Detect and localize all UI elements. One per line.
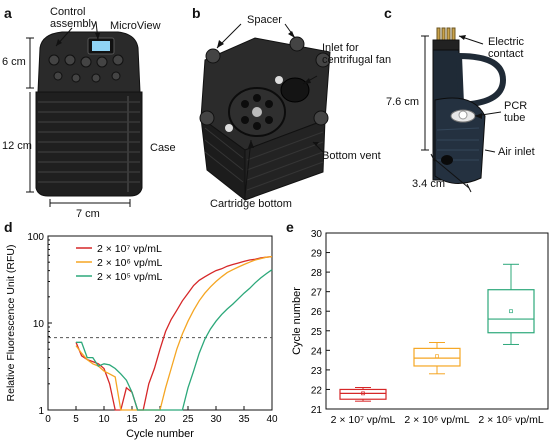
label-dim-6cm: 6 cm — [2, 56, 26, 68]
y-tick-label-e: 27 — [311, 288, 323, 299]
y-tick-label-e: 29 — [311, 249, 323, 260]
x-tick-label-d: 0 — [45, 414, 51, 425]
y-axis-label-e: Cycle number — [291, 287, 303, 355]
x-axis-label-d: Cycle number — [126, 428, 194, 440]
series-line-3 — [76, 269, 273, 411]
label-dim-7-6cm: 7.6 cm — [386, 96, 420, 108]
x-tick-label-d: 10 — [98, 414, 110, 425]
y-axis-label-d: Relative Fluorescence Unit (RFU) — [5, 245, 17, 402]
y-tick-label-e: 28 — [311, 268, 323, 279]
label-cartridge-bottom: Cartridge bottom — [210, 198, 292, 210]
device-case-illustration — [26, 21, 143, 207]
series-line-1 — [75, 255, 273, 411]
x-category-label-3: 2 × 10⁵ vp/mL — [478, 414, 544, 426]
mean-marker-2 — [435, 354, 439, 359]
tube-holder-photo-c — [375, 0, 550, 230]
y-tick-label-e: 25 — [311, 327, 323, 338]
y-tick-label-d: 1 — [38, 406, 44, 417]
x-tick-label-d: 20 — [154, 414, 166, 425]
panel-letter-d: d — [4, 219, 13, 235]
y-tick-label-e: 30 — [311, 229, 323, 240]
label-dim-12cm: 12 cm — [2, 140, 32, 152]
cartridge-illustration — [199, 23, 331, 202]
x-tick-label-d: 15 — [126, 414, 138, 425]
label-microview: MicroView — [110, 20, 161, 32]
label-electric-contact: Electric contact — [488, 36, 525, 60]
legend-label-2: 2 × 10⁶ vp/mL — [97, 257, 162, 269]
y-tick-label-e: 26 — [311, 307, 323, 318]
y-tick-label-d: 100 — [27, 232, 44, 243]
label-bottom-vent: Bottom vent — [322, 150, 381, 162]
panel-letter-e: e — [286, 219, 294, 235]
y-tick-label-d: 10 — [33, 319, 45, 330]
y-tick-label-e: 21 — [311, 405, 323, 416]
label-dim-7cm: 7 cm — [76, 208, 100, 220]
x-tick-label-d: 40 — [266, 414, 278, 425]
mean-marker-3 — [509, 309, 513, 314]
label-dim-3-4cm: 3.4 cm — [412, 178, 446, 190]
x-category-label-1: 2 × 10⁷ vp/mL — [331, 414, 396, 426]
panel-letter-b: b — [192, 5, 201, 21]
label-pcr-tube: PCR tube — [504, 100, 528, 124]
label-spacer: Spacer — [247, 14, 282, 26]
legend-label-3: 2 × 10⁵ vp/mL — [97, 271, 163, 283]
y-tick-label-e: 22 — [311, 385, 323, 396]
mean-marker-1 — [361, 391, 365, 396]
label-air-inlet: Air inlet — [498, 146, 535, 158]
legend-label-1: 2 × 10⁷ vp/mL — [97, 243, 162, 255]
x-category-label-2: 2 × 10⁶ vp/mL — [404, 414, 469, 426]
cartridge-photo-b — [185, 0, 360, 230]
box-3 — [487, 289, 535, 334]
x-tick-label-d: 30 — [210, 414, 222, 425]
label-control-assembly: Control assembly — [50, 6, 97, 30]
box-2 — [413, 347, 461, 367]
x-tick-label-d: 5 — [73, 414, 79, 425]
tube-holder-illustration — [421, 27, 507, 193]
y-tick-label-e: 24 — [311, 346, 323, 357]
label-case: Case — [150, 142, 176, 154]
box-1 — [339, 388, 387, 400]
device-photo-a — [0, 0, 180, 230]
series-line-2 — [75, 255, 273, 411]
x-tick-label-d: 25 — [182, 414, 194, 425]
panel-letter-a: a — [4, 5, 12, 21]
panel-letter-c: c — [384, 5, 392, 21]
y-tick-label-e: 23 — [311, 366, 323, 377]
label-inlet-centrifugal-fan: Inlet for centrifugal fan — [322, 42, 392, 66]
plot-frame-e — [325, 232, 549, 410]
x-tick-label-d: 35 — [238, 414, 250, 425]
